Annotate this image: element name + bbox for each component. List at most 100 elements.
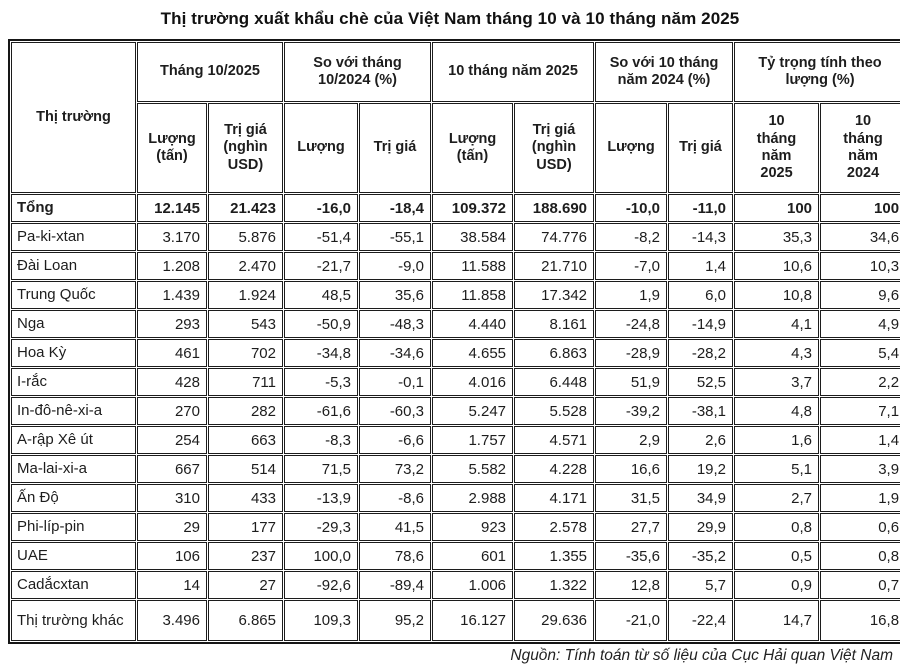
table-row: In-đô-nê-xi-a 270 282 -61,6 -60,3 5.247 5.528-… (11, 397, 900, 425)
market-name-cell: Cadắcxtan (11, 571, 136, 599)
header-group-row: Thị trường Tháng 10/2025 So với tháng 10… (11, 42, 900, 193)
value-cell: 270 (137, 397, 207, 425)
value-cell: -10,0 (595, 194, 668, 222)
market-name-cell: UAE (11, 542, 136, 570)
value-cell: 10,6 (734, 252, 820, 280)
value-cell: 78,6 (359, 542, 432, 570)
table-body: Tổng 12.145 21.423 -16,0 -18,4 109.372 188.690… (11, 194, 900, 641)
value-cell: 254 (137, 426, 207, 454)
value-cell: 7,1 (820, 397, 900, 425)
value-cell: -28,2 (668, 339, 734, 367)
subheader-value: Trị giá (668, 103, 734, 193)
value-cell: -48,3 (359, 310, 432, 338)
value-cell: 35,6 (359, 281, 432, 309)
value-cell: 48,5 (284, 281, 358, 309)
value-cell: 543 (208, 310, 283, 338)
value-cell: 19,2 (668, 455, 734, 483)
value-cell: 1.757 (432, 426, 514, 454)
value-cell: 0,8 (820, 542, 900, 570)
value-cell: 38.584 (432, 223, 514, 251)
market-name-cell: Trung Quốc (11, 281, 136, 309)
value-cell: 4.571 (514, 426, 595, 454)
header-market: Thị trường (11, 42, 136, 193)
tea-export-table: Thị trường Tháng 10/2025 So với tháng 10… (8, 39, 900, 644)
value-cell: 27,7 (595, 513, 668, 541)
value-cell: 461 (137, 339, 207, 367)
value-cell: -35,2 (668, 542, 734, 570)
value-cell: 2.578 (514, 513, 595, 541)
value-cell: 1.924 (208, 281, 283, 309)
value-cell: -28,9 (595, 339, 668, 367)
subheader-volume: Lượng (595, 103, 668, 193)
table-row: Ấn Độ 310 433 -13,9 -8,6 2.988 4.171 31,5 34,9 2,… (11, 484, 900, 512)
value-cell: 5.582 (432, 455, 514, 483)
value-cell: 2,9 (595, 426, 668, 454)
market-name-cell: Nga (11, 310, 136, 338)
subheader-share-2024: 10 tháng năm 2024 (820, 103, 900, 193)
table-row: Cadắcxtan 14 27 -92,6 -89,4 1.006 1.322 12,8 5,7… (11, 571, 900, 599)
value-cell: -35,6 (595, 542, 668, 570)
market-name-cell: Pa-ki-xtan (11, 223, 136, 251)
table-row: Ma-lai-xi-a 667 514 71,5 73,2 5.582 4.228 16,6 1… (11, 455, 900, 483)
value-cell: 433 (208, 484, 283, 512)
value-cell: 4.016 (432, 368, 514, 396)
value-cell: 0,9 (734, 571, 820, 599)
value-cell: 5,7 (668, 571, 734, 599)
subheader-share-2025: 10 tháng năm 2025 (734, 103, 820, 193)
market-name-cell: A-rập Xê út (11, 426, 136, 454)
value-cell: 711 (208, 368, 283, 396)
value-cell: 21.710 (514, 252, 595, 280)
value-cell: -92,6 (284, 571, 358, 599)
market-name-cell: Đài Loan (11, 252, 136, 280)
value-cell: 601 (432, 542, 514, 570)
value-cell: 16,6 (595, 455, 668, 483)
value-cell: 702 (208, 339, 283, 367)
value-cell: 6,0 (668, 281, 734, 309)
value-cell: -29,3 (284, 513, 358, 541)
value-cell: -6,6 (359, 426, 432, 454)
market-name-cell: Thị trường khác (11, 600, 136, 641)
value-cell: 14,7 (734, 600, 820, 641)
value-cell: -7,0 (595, 252, 668, 280)
table-row: UAE 106 237 100,0 78,6 601 1.355 -35,6 -35,2 0,5 0… (11, 542, 900, 570)
value-cell: 2,7 (734, 484, 820, 512)
value-cell: 4.655 (432, 339, 514, 367)
value-cell: -38,1 (668, 397, 734, 425)
value-cell: 2,2 (820, 368, 900, 396)
header-group-10months: 10 tháng năm 2025 (432, 42, 595, 102)
value-cell: 4.228 (514, 455, 595, 483)
value-cell: -21,7 (284, 252, 358, 280)
value-cell: 1,4 (820, 426, 900, 454)
value-cell: 282 (208, 397, 283, 425)
value-cell: 31,5 (595, 484, 668, 512)
value-cell: 74.776 (514, 223, 595, 251)
value-cell: 14 (137, 571, 207, 599)
subheader-value: Trị giá (359, 103, 432, 193)
value-cell: 1,6 (734, 426, 820, 454)
table-header: Thị trường Tháng 10/2025 So với tháng 10… (11, 42, 900, 193)
table-row: Thị trường khác 3.496 6.865 109,3 95,2 16.127… (11, 600, 900, 641)
header-sub-row: Lượng (tấn) Trị giá (nghìn USD) Lượng Tr… (11, 103, 900, 193)
value-cell: -89,4 (359, 571, 432, 599)
value-cell: -14,3 (668, 223, 734, 251)
value-cell: 1.439 (137, 281, 207, 309)
value-cell: -8,6 (359, 484, 432, 512)
value-cell: 4,3 (734, 339, 820, 367)
value-cell: 16.127 (432, 600, 514, 641)
market-name-cell: I-rắc (11, 368, 136, 396)
value-cell: 0,7 (820, 571, 900, 599)
table-row: A-rập Xê út 254 663 -8,3 -6,6 1.757 4.571 2,9 2,… (11, 426, 900, 454)
value-cell: -11,0 (668, 194, 734, 222)
value-cell: 10,3 (820, 252, 900, 280)
value-cell: 310 (137, 484, 207, 512)
value-cell: 0,5 (734, 542, 820, 570)
market-name-cell: Tổng (11, 194, 136, 222)
value-cell: 29,9 (668, 513, 734, 541)
header-group-share: Tỷ trọng tính theo lượng (%) (734, 42, 900, 102)
value-cell: 29 (137, 513, 207, 541)
value-cell: 514 (208, 455, 283, 483)
value-cell: 71,5 (284, 455, 358, 483)
value-cell: 3.496 (137, 600, 207, 641)
value-cell: -14,9 (668, 310, 734, 338)
value-cell: 5,4 (820, 339, 900, 367)
